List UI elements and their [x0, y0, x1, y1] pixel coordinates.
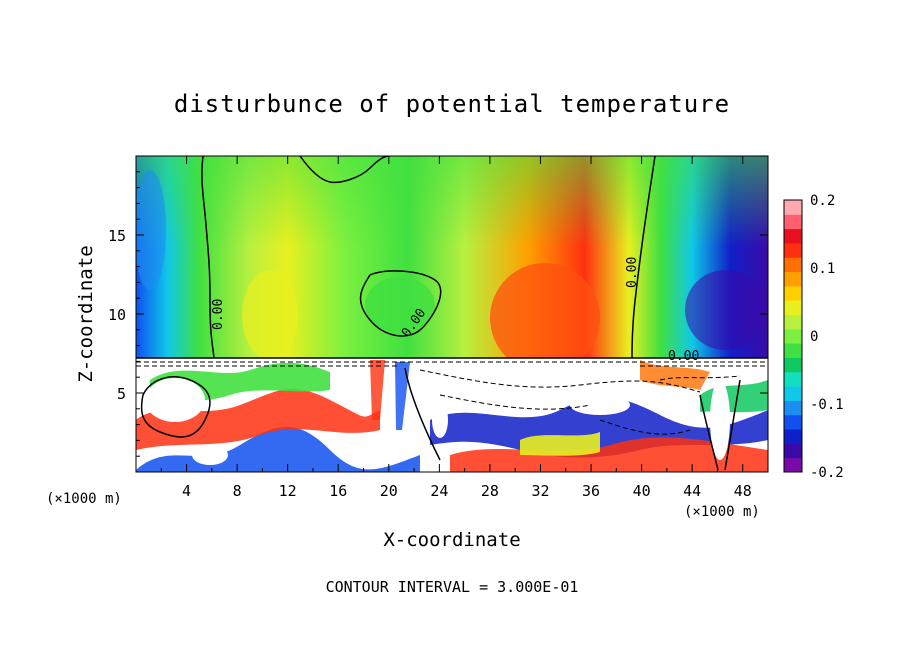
colorbar-tick-label: 0	[810, 329, 818, 345]
chart-title: disturbunce of potential temperature	[174, 90, 730, 118]
x-unit-label-left: (×1000 m)	[46, 491, 122, 507]
colorbar-swatch	[784, 271, 802, 287]
x-tick-label: 40	[633, 482, 651, 500]
x-axis-label: X-coordinate	[383, 529, 520, 551]
colorbar-swatch	[784, 285, 802, 301]
x-axis-ticks: 4 8 12 16 20 24 28 32 36 40 44 48	[160, 156, 752, 500]
x-tick-label: 36	[582, 482, 600, 500]
colorbar-tick-label: 0.2	[810, 193, 835, 209]
colorbar	[783, 199, 803, 473]
y-tick-label: 5	[117, 385, 126, 403]
y-tick-label: 15	[108, 227, 126, 245]
contour-label: 0.00	[625, 257, 640, 288]
colorbar-swatch	[784, 414, 802, 430]
x-tick-label: 4	[182, 482, 191, 500]
cold-core	[685, 270, 765, 350]
x-tick-label: 20	[380, 482, 398, 500]
colorbar-swatch	[784, 429, 802, 444]
y-axis-label: Z-coordinate	[75, 245, 97, 382]
warm-core	[490, 263, 600, 373]
contour-label: 0.00	[211, 299, 226, 330]
plot-area	[136, 156, 768, 472]
x-tick-label: 44	[683, 482, 701, 500]
colorbar-tick-labels: 0.2 0.1 0 -0.1 -0.2	[810, 193, 844, 481]
colorbar-swatch	[784, 314, 802, 330]
contour-label: 0.00	[668, 349, 699, 364]
colorbar-swatch	[784, 228, 802, 244]
x-tick-label: 48	[734, 482, 752, 500]
colorbar-swatch	[784, 257, 802, 273]
colorbar-tick-label: -0.2	[810, 465, 844, 481]
x-tick-label: 12	[279, 482, 297, 500]
y-axis-ticks: 5 10 15	[108, 171, 768, 457]
colorbar-swatch	[784, 328, 802, 344]
colorbar-tick-label: -0.1	[810, 397, 844, 413]
colorbar-swatch	[784, 200, 802, 215]
colorbar-swatch	[784, 386, 802, 401]
turbulent-structures	[136, 360, 768, 472]
colorbar-tick-label: 0.1	[810, 261, 835, 277]
dashed-contours	[136, 361, 768, 435]
contour-interval-note: CONTOUR INTERVAL = 3.000E-01	[326, 578, 579, 596]
x-tick-label: 32	[531, 482, 549, 500]
x-unit-label-right: (×1000 m)	[684, 504, 760, 520]
colorbar-swatch	[784, 214, 802, 230]
colorbar-swatch	[784, 300, 802, 316]
colorbar-swatch	[784, 343, 802, 358]
colorbar-swatch	[784, 400, 802, 416]
x-tick-label: 16	[329, 482, 347, 500]
colorbar-frame	[783, 199, 803, 473]
x-tick-label: 8	[233, 482, 242, 500]
colorbar-swatch	[784, 457, 802, 473]
colorbar-swatch	[784, 371, 802, 387]
x-tick-label: 24	[430, 482, 448, 500]
x-tick-label: 28	[481, 482, 499, 500]
solid-contours	[136, 156, 768, 471]
colorbar-swatch	[784, 242, 802, 258]
y-tick-label: 10	[108, 306, 126, 324]
colorbar-swatch	[784, 357, 802, 373]
colorbar-swatch	[784, 443, 802, 459]
